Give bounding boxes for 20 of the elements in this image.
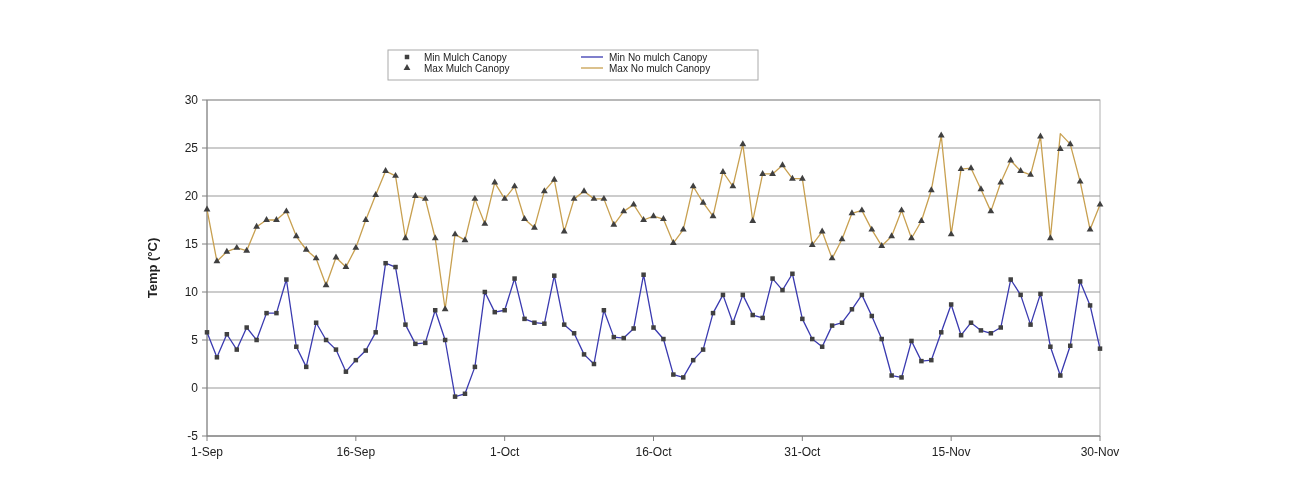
y-tick-label: 25 <box>184 141 199 156</box>
y-tick-label: 15 <box>184 237 199 252</box>
x-tick-label: 30-Nov <box>1080 445 1120 459</box>
legend-label: Min No mulch Canopy <box>609 51 708 63</box>
legend-label: Min Mulch Canopy <box>424 51 507 63</box>
y-tick-label: 0 <box>191 381 199 396</box>
y-tick-label: -5 <box>187 429 199 444</box>
x-tick-label: 16-Sep <box>336 445 376 459</box>
legend-label: Max Mulch Canopy <box>424 62 510 74</box>
x-tick-label: 1-Oct <box>489 445 520 459</box>
y-tick-label: 20 <box>184 189 199 204</box>
x-tick-label: 31-Oct <box>784 445 821 459</box>
y-axis-title: Temp (°C) <box>145 237 160 299</box>
y-tick-label: 10 <box>184 285 199 300</box>
x-tick-label: 1-Sep <box>190 445 224 459</box>
x-tick-label: 15-Nov <box>931 445 971 459</box>
y-tick-label: 5 <box>191 333 199 348</box>
legend-label: Max No mulch Canopy <box>609 62 711 74</box>
x-tick-label: 16-Oct <box>635 445 673 459</box>
y-tick-label: 30 <box>184 93 199 108</box>
